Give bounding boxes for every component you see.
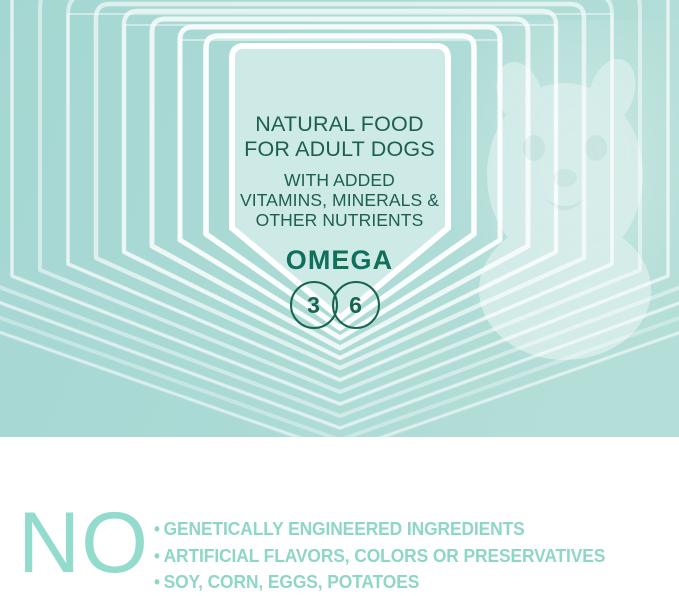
package-front-panel: NATURAL FOOD FOR ADULT DOGS WITH ADDED V…: [0, 0, 679, 437]
claim-item-1-label: GENETICALLY ENGINEERED INGREDIENTS: [163, 518, 525, 539]
claim-item-2: • ARTIFICIAL FLAVORS, COLORS OR PRESERVA…: [154, 543, 643, 570]
claim-item-3: • SOY, CORN, EGGS, POTATOES: [154, 569, 643, 596]
bullet-icon: •: [154, 572, 160, 592]
claim-item-3-label: SOY, CORN, EGGS, POTATOES: [163, 571, 420, 592]
no-claims-list: • GENETICALLY ENGINEERED INGREDIENTS • A…: [154, 516, 674, 596]
concentric-shield-rings-background: [0, 0, 679, 437]
claim-item-1: • GENETICALLY ENGINEERED INGREDIENTS: [154, 516, 643, 543]
bullet-icon: •: [154, 545, 160, 566]
no-claims-section: [0, 437, 679, 589]
bullet-icon: •: [154, 519, 160, 539]
claim-item-2-label: ARTIFICIAL FLAVORS, COLORS OR PRESERVATI…: [163, 544, 606, 566]
no-heading: NO: [18, 495, 149, 591]
